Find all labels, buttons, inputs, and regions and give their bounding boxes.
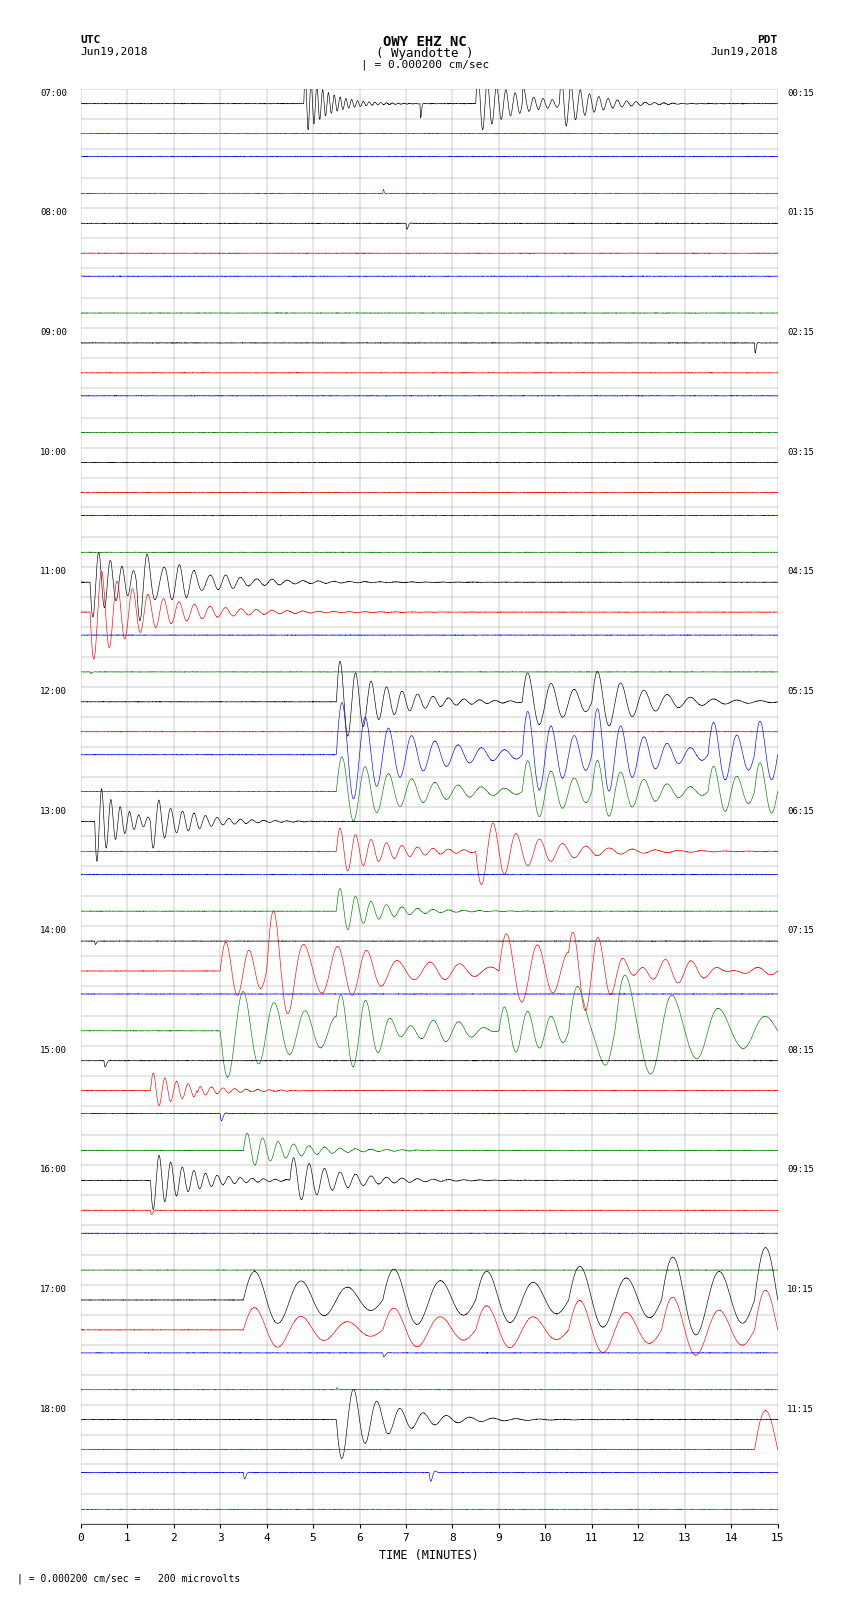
- Text: 00:15: 00:15: [787, 89, 814, 98]
- Text: 17:00: 17:00: [40, 1286, 67, 1294]
- Text: ( Wyandotte ): ( Wyandotte ): [377, 47, 473, 60]
- Text: 08:15: 08:15: [787, 1045, 814, 1055]
- Text: 12:00: 12:00: [40, 687, 67, 695]
- Text: 18:00: 18:00: [40, 1405, 67, 1413]
- X-axis label: TIME (MINUTES): TIME (MINUTES): [379, 1548, 479, 1561]
- Text: 02:15: 02:15: [787, 327, 814, 337]
- Text: OWY EHZ NC: OWY EHZ NC: [383, 35, 467, 50]
- Text: 04:15: 04:15: [787, 568, 814, 576]
- Text: 16:00: 16:00: [40, 1165, 67, 1174]
- Text: 01:15: 01:15: [787, 208, 814, 218]
- Text: 09:00: 09:00: [40, 327, 67, 337]
- Text: 06:15: 06:15: [787, 806, 814, 816]
- Text: 11:15: 11:15: [787, 1405, 814, 1413]
- Text: 05:15: 05:15: [787, 687, 814, 695]
- Text: PDT: PDT: [757, 35, 778, 45]
- Text: 08:00: 08:00: [40, 208, 67, 218]
- Text: 13:00: 13:00: [40, 806, 67, 816]
- Text: 07:00: 07:00: [40, 89, 67, 98]
- Text: Jun19,2018: Jun19,2018: [81, 47, 148, 56]
- Text: 10:15: 10:15: [787, 1286, 814, 1294]
- Text: 03:15: 03:15: [787, 448, 814, 456]
- Text: | = 0.000200 cm/sec: | = 0.000200 cm/sec: [361, 60, 489, 71]
- Text: 11:00: 11:00: [40, 568, 67, 576]
- Text: 10:00: 10:00: [40, 448, 67, 456]
- Text: Jun19,2018: Jun19,2018: [711, 47, 778, 56]
- Text: 07:15: 07:15: [787, 926, 814, 936]
- Text: 15:00: 15:00: [40, 1045, 67, 1055]
- Text: UTC: UTC: [81, 35, 101, 45]
- Text: | = 0.000200 cm/sec =   200 microvolts: | = 0.000200 cm/sec = 200 microvolts: [17, 1573, 241, 1584]
- Text: 09:15: 09:15: [787, 1165, 814, 1174]
- Text: 14:00: 14:00: [40, 926, 67, 936]
